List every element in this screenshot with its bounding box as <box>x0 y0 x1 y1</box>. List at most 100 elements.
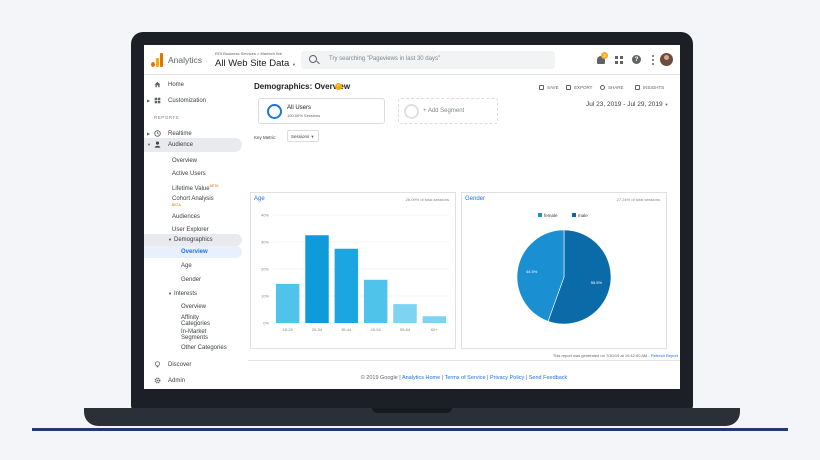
chevron-down-icon: ▼ <box>664 102 669 107</box>
sidebar-item-audience-overview[interactable]: Overview <box>172 158 198 164</box>
segment-all-users[interactable]: All Users 100.00% Sessions <box>258 98 385 124</box>
export-button[interactable]: EXPORT <box>566 85 592 91</box>
audience-highlight <box>144 138 242 152</box>
sidebar-item-active-users[interactable]: Active Users <box>172 171 206 177</box>
collapse-arrow-icon[interactable]: ▼ <box>168 237 172 242</box>
sidebar-item-cohort-analysis[interactable]: Cohort Analysis BETA <box>172 196 214 207</box>
home-icon <box>154 81 161 88</box>
add-segment-button[interactable]: + Add Segment <box>398 98 498 124</box>
x-tick-label: 35-44 <box>341 327 352 332</box>
y-tick-label: 10% <box>261 294 269 299</box>
pie-slice-female <box>516 229 565 322</box>
screen: Analytics ROI Business Services > Martec… <box>144 45 680 389</box>
apps-grid-icon[interactable] <box>613 54 625 66</box>
report-generated-note: This report was generated on 7/30/19 at … <box>552 353 678 358</box>
sidebar-item-realtime[interactable]: Realtime <box>168 131 192 137</box>
overview-highlight <box>144 246 242 258</box>
sidebar-item-interests-overview[interactable]: Overview <box>181 304 207 310</box>
sidebar-item-admin[interactable]: Admin <box>168 378 186 384</box>
legend-label: female <box>544 213 558 218</box>
sidebar-item-demographics-overview[interactable]: Overview <box>181 249 208 255</box>
age-card-title[interactable]: Age <box>254 196 265 202</box>
notification-badge: 2 <box>601 52 608 59</box>
footer: © 2019 Google | Analytics Home | Terms o… <box>360 375 568 381</box>
segment-name: All Users <box>287 105 312 111</box>
sidebar-item-demographics[interactable]: Demographics <box>174 237 213 243</box>
age-bar-chart: 0% 10% 20% 30% 40% 18-24 25-34 35-44 45-54 55-64 6… <box>261 213 449 332</box>
footer-link-terms[interactable]: Terms of Service <box>444 375 486 381</box>
lightbulb-icon <box>155 361 160 368</box>
help-icon[interactable]: ? <box>631 54 643 66</box>
legend-swatch <box>538 213 542 217</box>
refresh-report-link[interactable]: Refresh Report <box>650 353 678 358</box>
search-placeholder: Try searching "Pageviews in last 30 days… <box>329 56 441 62</box>
download-icon <box>566 85 571 91</box>
empty-ring-icon <box>404 104 419 119</box>
top-bar: Analytics ROI Business Services > Martec… <box>144 45 680 75</box>
search-bar[interactable]: Try searching "Pageviews in last 30 days… <box>301 51 555 69</box>
footer-link-privacy[interactable]: Privacy Policy <box>490 375 525 381</box>
segment-sessions: 100.00% Sessions <box>287 113 321 118</box>
sidebar-item-customization[interactable]: Customization <box>168 98 207 104</box>
laptop-notch <box>372 408 452 413</box>
expand-arrow-icon[interactable]: ▶ <box>147 131 151 136</box>
sidebar-item-home[interactable]: Home <box>168 82 185 88</box>
segment-ring-icon <box>267 104 282 119</box>
age-card: Age 26.09% of total sessions 0% 10% 20% 30%… <box>250 192 456 349</box>
save-button[interactable]: SAVE <box>539 85 559 91</box>
footer-link-analytics-home[interactable]: Analytics Home <box>401 375 441 381</box>
reports-section-label: REPORTS <box>154 115 180 120</box>
sidebar-item-lifetime-value[interactable]: Lifetime ValueBETA <box>172 184 219 192</box>
sidebar-item-audiences[interactable]: Audiences <box>172 214 201 220</box>
page-title: Demographics: Overview <box>254 82 351 91</box>
expand-arrow-icon[interactable]: ▶ <box>147 98 151 103</box>
add-segment-label: + Add Segment <box>423 108 465 114</box>
beta-tag: BETA <box>209 184 219 188</box>
key-metric-select[interactable]: Sessions ▼ <box>287 130 319 142</box>
age-bar <box>393 304 417 323</box>
sidebar-item-discover[interactable]: Discover <box>168 362 192 368</box>
pie-data-label: 55.5% <box>591 280 603 285</box>
collapse-arrow-icon[interactable]: ▼ <box>147 142 151 147</box>
sidebar-item-affinity-categories[interactable]: Affinity Categories <box>181 315 211 327</box>
analytics-logo-icon[interactable] <box>151 53 164 67</box>
age-bar <box>363 279 388 323</box>
age-bar <box>422 316 447 323</box>
clock-icon <box>154 130 161 137</box>
date-range-picker[interactable]: Jul 23, 2019 - Jul 29, 2019 ▼ <box>586 101 669 108</box>
sidebar-item-gender[interactable]: Gender <box>181 277 202 283</box>
insights-button[interactable]: INSIGHTS <box>635 85 664 91</box>
sidebar-item-interests[interactable]: Interests <box>174 291 198 297</box>
pie-slice-male <box>547 229 612 325</box>
x-tick-label: 55-64 <box>400 327 411 332</box>
share-button[interactable]: SHARE <box>600 85 624 91</box>
y-tick-label: 20% <box>261 267 269 272</box>
customization-icon <box>154 97 161 104</box>
beta-tag: BETA <box>172 203 181 207</box>
sidebar-item-age[interactable]: Age <box>181 263 192 269</box>
sidebar-item-other-categories[interactable]: Other Categories <box>181 345 227 351</box>
gender-card-title[interactable]: Gender <box>465 196 486 202</box>
laptop-base <box>84 408 740 426</box>
age-bar <box>334 248 359 323</box>
sidebar: Home ▶ Customization REPORTS ▶ Realtime … <box>144 75 248 389</box>
x-tick-label: 25-34 <box>312 327 323 332</box>
demographics-highlight <box>144 234 242 246</box>
gear-icon <box>154 377 161 384</box>
sidebar-item-audience[interactable]: Audience <box>168 142 194 148</box>
age-bar <box>275 283 300 323</box>
x-tick-label: 18-24 <box>283 327 294 332</box>
account-path[interactable]: ROI Business Services > Martech live <box>215 51 283 56</box>
divider <box>248 360 680 361</box>
property-name: All Web Site Data <box>215 58 290 69</box>
property-selector[interactable]: All Web Site Data ▼ <box>215 58 296 69</box>
x-tick-label: 65+ <box>431 327 438 332</box>
notifications-bell-icon[interactable]: 2 <box>595 52 608 66</box>
avatar[interactable] <box>660 53 673 66</box>
sidebar-item-in-market-segments[interactable]: In-Market Segments <box>181 329 209 341</box>
footer-link-feedback[interactable]: Send Feedback <box>528 375 568 381</box>
y-tick-label: 40% <box>261 213 269 218</box>
collapse-arrow-icon[interactable]: ▼ <box>168 291 172 296</box>
more-vert-icon[interactable] <box>647 54 659 66</box>
sidebar-item-user-explorer[interactable]: User Explorer <box>172 227 209 233</box>
